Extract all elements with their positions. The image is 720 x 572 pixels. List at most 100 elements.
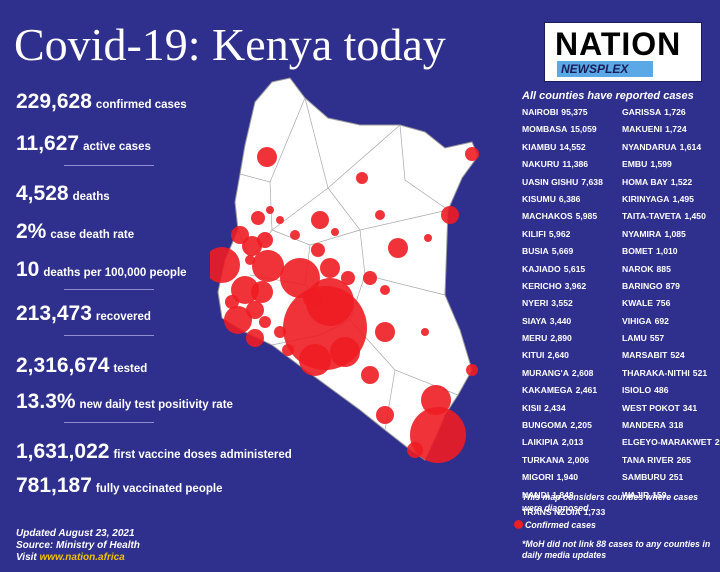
- stat-first-doses: 1,631,022 first vaccine doses administere…: [16, 440, 292, 464]
- footnote: *MoH did not link 88 cases to any counti…: [522, 539, 711, 560]
- county-value: 1,522: [670, 176, 693, 187]
- county-row: NAIROBI 95,375: [522, 107, 605, 124]
- county-value: 3,552: [551, 298, 573, 309]
- stat-active: 11,627 active cases: [16, 132, 151, 156]
- county-row: BUSIA 5,669: [522, 246, 605, 263]
- county-value: 1,848: [552, 489, 574, 500]
- county-row: THARAKA-NITHI 521: [622, 368, 720, 385]
- bubble-machakos: [330, 337, 360, 367]
- county-name: MAKUENI: [622, 124, 663, 135]
- county-value: 318: [668, 420, 684, 431]
- county-name: NANDI: [522, 489, 550, 500]
- bubble-makueni: [361, 366, 379, 384]
- county-row: VIHIGA 692: [622, 316, 720, 333]
- county-name: BUNGOMA: [522, 420, 568, 431]
- stat-recovered: 213,473 recovered: [16, 302, 151, 326]
- stat-label: case death rate: [50, 229, 135, 241]
- county-row: UASIN GISHU 7,638: [522, 177, 605, 194]
- stat-label: confirmed cases: [95, 99, 187, 111]
- county-value: 5,615: [563, 263, 586, 274]
- bubble-baringo: [290, 230, 300, 240]
- county-row: BOMET 1,010: [622, 246, 720, 263]
- county-name: BUSIA: [522, 246, 549, 257]
- divider: [64, 335, 154, 336]
- county-name: KAJIADO: [522, 263, 561, 274]
- county-value: 1,599: [650, 159, 672, 170]
- county-row: MAKUENI 1,724: [622, 124, 720, 141]
- county-value: 1,495: [672, 193, 694, 204]
- county-row: ELGEYO-MARAKWET293: [622, 437, 720, 454]
- stat-deaths: 4,528 deaths: [16, 182, 110, 206]
- page-title: Covid-19: Kenya today: [14, 19, 446, 70]
- county-row: LAIKIPIA 2,013: [522, 437, 605, 454]
- stat-label: fully vaccinated people: [95, 483, 223, 495]
- county-name: ELGEYO-MARAKWET: [622, 437, 712, 448]
- county-value: 1,010: [656, 246, 678, 257]
- bubble-marsabit: [356, 172, 368, 184]
- bubble-mombasa: [410, 407, 466, 463]
- county-value: 5,985: [575, 211, 598, 222]
- bubble-busia: [210, 247, 240, 283]
- county-value: 2,434: [544, 402, 566, 413]
- bubble-homa-bay: [225, 295, 239, 309]
- legend-bubble-icon: [514, 520, 523, 529]
- stat-value: 11,627: [16, 132, 80, 155]
- stat-positivity-rate: 13.3% new daily test positivity rate: [16, 390, 233, 414]
- stat-label: recovered: [95, 311, 151, 323]
- county-row: NYANDARUA 1,614: [622, 142, 720, 159]
- county-name: HOMA BAY: [622, 176, 668, 187]
- bubble-nyeri: [320, 258, 340, 278]
- bubble-uasin-gishu: [252, 250, 284, 282]
- county-name: KITUI: [522, 350, 545, 361]
- bubble-bomet: [274, 326, 286, 338]
- county-row: TAITA-TAVETA 1,450: [622, 211, 720, 228]
- county-name: NYANDARUA: [622, 141, 677, 152]
- county-name: VIHIGA: [622, 315, 652, 326]
- map-note: This map considers counties where cases …: [522, 492, 699, 513]
- visit-line: Visit www.nation.africa: [16, 552, 140, 564]
- county-row: BARINGO 879: [622, 281, 720, 298]
- county-row: BUNGOMA 2,205: [522, 420, 605, 437]
- county-name: MARSABIT: [622, 350, 668, 361]
- county-value: 2,608: [571, 367, 594, 378]
- county-name: SAMBURU: [622, 472, 666, 483]
- map-legend: Confirmed cases: [514, 520, 596, 530]
- county-row: KITUI 2,640: [522, 350, 605, 367]
- county-name: BARINGO: [622, 280, 663, 291]
- county-row: KWALE 756: [622, 298, 720, 315]
- bubble-trans-nzoia: [251, 211, 265, 225]
- county-value: 521: [692, 367, 708, 378]
- stat-value: 13.3%: [16, 390, 76, 413]
- county-name: MIGORI: [522, 472, 554, 483]
- county-value: 756: [656, 298, 671, 309]
- county-value: 6,386: [558, 193, 581, 204]
- stat-value: 229,628: [16, 90, 92, 113]
- county-name: KISII: [522, 402, 542, 413]
- stat-label: first vaccine doses administered: [113, 449, 292, 461]
- county-name: THARAKA-NITHI: [622, 367, 690, 378]
- county-value: 265: [676, 454, 691, 465]
- logo-brand: NATION: [555, 26, 682, 62]
- county-name: KIRINYAGA: [622, 193, 670, 204]
- county-name: LAIKIPIA: [522, 437, 559, 448]
- county-row: WEST POKOT 341: [622, 403, 720, 420]
- county-row: HOMA BAY 1,522: [622, 177, 720, 194]
- county-name: TAITA-TAVETA: [622, 211, 682, 222]
- bubble-lamu: [466, 364, 478, 376]
- county-value: 557: [649, 333, 665, 344]
- bubble-kwale: [407, 442, 423, 458]
- bubble-nandi: [257, 232, 273, 248]
- county-name: ISIOLO: [622, 385, 652, 396]
- bubble-siaya: [224, 306, 252, 334]
- bubble-embu: [363, 271, 377, 285]
- county-name: MERU: [522, 333, 548, 344]
- county-name: NAKURU: [522, 159, 560, 170]
- stat-label: deaths per 100,000 people: [43, 267, 187, 279]
- stat-label: deaths: [72, 191, 110, 203]
- bubble-elgeyo-marakwet: [276, 216, 284, 224]
- county-name: MURANG'A: [522, 367, 569, 378]
- county-value: 2,006: [567, 454, 590, 465]
- county-name: BOMET: [622, 246, 654, 257]
- county-name: NYERI: [522, 298, 549, 309]
- website-link[interactable]: www.nation.africa: [39, 552, 125, 563]
